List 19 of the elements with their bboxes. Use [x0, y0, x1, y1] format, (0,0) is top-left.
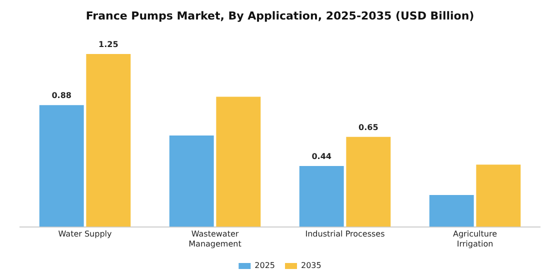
legend-label: 2035: [301, 261, 322, 270]
bar: [299, 166, 344, 227]
bar: [216, 96, 261, 227]
data-label: 0.65: [358, 122, 379, 132]
x-tick-label: Agriculture Irrigation: [453, 230, 498, 248]
data-label: 0.88: [52, 91, 72, 100]
bar: [86, 54, 131, 227]
x-tick-label: Industrial Processes: [305, 230, 385, 239]
data-label: 1.25: [98, 40, 119, 50]
x-tick-label: Water Supply: [58, 230, 112, 239]
bar: [429, 194, 474, 227]
chart-title: France Pumps Market, By Application, 2025-2035 (USD Billion): [86, 9, 474, 22]
legend-label: 2025: [254, 261, 275, 270]
bar: [169, 136, 214, 227]
bar: [476, 164, 521, 227]
bar: [346, 136, 391, 227]
x-tick-label: Wastewater Management: [188, 230, 242, 248]
bar: [39, 105, 84, 227]
data-label: 0.44: [312, 152, 332, 162]
